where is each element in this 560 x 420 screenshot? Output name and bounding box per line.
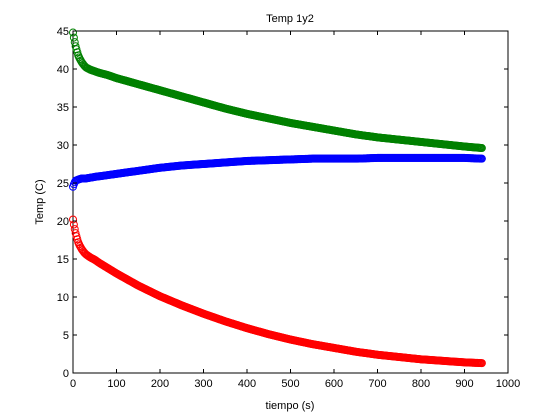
point bbox=[477, 154, 486, 163]
point bbox=[477, 144, 486, 153]
y-tick-label-2: 10 bbox=[57, 292, 69, 304]
y-tick-label-1: 5 bbox=[63, 330, 69, 342]
chart-title: Temp 1y2 bbox=[266, 13, 314, 25]
x-tick-label-7: 700 bbox=[368, 378, 386, 390]
x-tick-label-3: 300 bbox=[194, 378, 212, 390]
point bbox=[71, 229, 80, 238]
series-layer bbox=[69, 28, 486, 368]
series-2 bbox=[69, 215, 486, 368]
x-tick-label-9: 900 bbox=[455, 378, 473, 390]
point bbox=[477, 359, 486, 368]
x-tick-label-4: 400 bbox=[238, 378, 256, 390]
y-tick-label-6: 30 bbox=[57, 140, 69, 152]
y-tick-label-8: 40 bbox=[57, 64, 69, 76]
x-axis-label: tiempo (s) bbox=[266, 400, 315, 412]
y-tick-label-5: 25 bbox=[57, 178, 69, 190]
point bbox=[71, 42, 80, 51]
x-tick-label-8: 800 bbox=[412, 378, 430, 390]
y-tick-label-0: 0 bbox=[63, 368, 69, 380]
point bbox=[69, 215, 77, 224]
series-0 bbox=[69, 28, 486, 153]
series-1 bbox=[69, 153, 486, 191]
y-axis-label: Temp (C) bbox=[34, 179, 46, 224]
point bbox=[69, 33, 78, 42]
x-tick-label-2: 200 bbox=[151, 378, 169, 390]
x-tick-label-1: 100 bbox=[107, 378, 125, 390]
y-tick-label-4: 20 bbox=[57, 216, 69, 228]
x-tick-label-6: 600 bbox=[325, 378, 343, 390]
y-tick-label-7: 35 bbox=[57, 102, 69, 114]
x-tick-label-0: 0 bbox=[70, 378, 76, 390]
point bbox=[69, 28, 77, 37]
point bbox=[73, 235, 82, 244]
y-tick-label-9: 45 bbox=[57, 26, 69, 38]
x-tick-label-5: 500 bbox=[281, 378, 299, 390]
point bbox=[73, 48, 82, 57]
point bbox=[72, 45, 81, 54]
y-axis: 0 5 10 15 20 25 30 35 40 45 bbox=[57, 26, 508, 380]
x-axis: 0 100 200 300 400 500 600 700 800 900 1000 bbox=[70, 31, 520, 390]
point bbox=[72, 232, 81, 241]
y-tick-label-3: 15 bbox=[57, 254, 69, 266]
x-tick-label-10: 1000 bbox=[496, 378, 520, 390]
